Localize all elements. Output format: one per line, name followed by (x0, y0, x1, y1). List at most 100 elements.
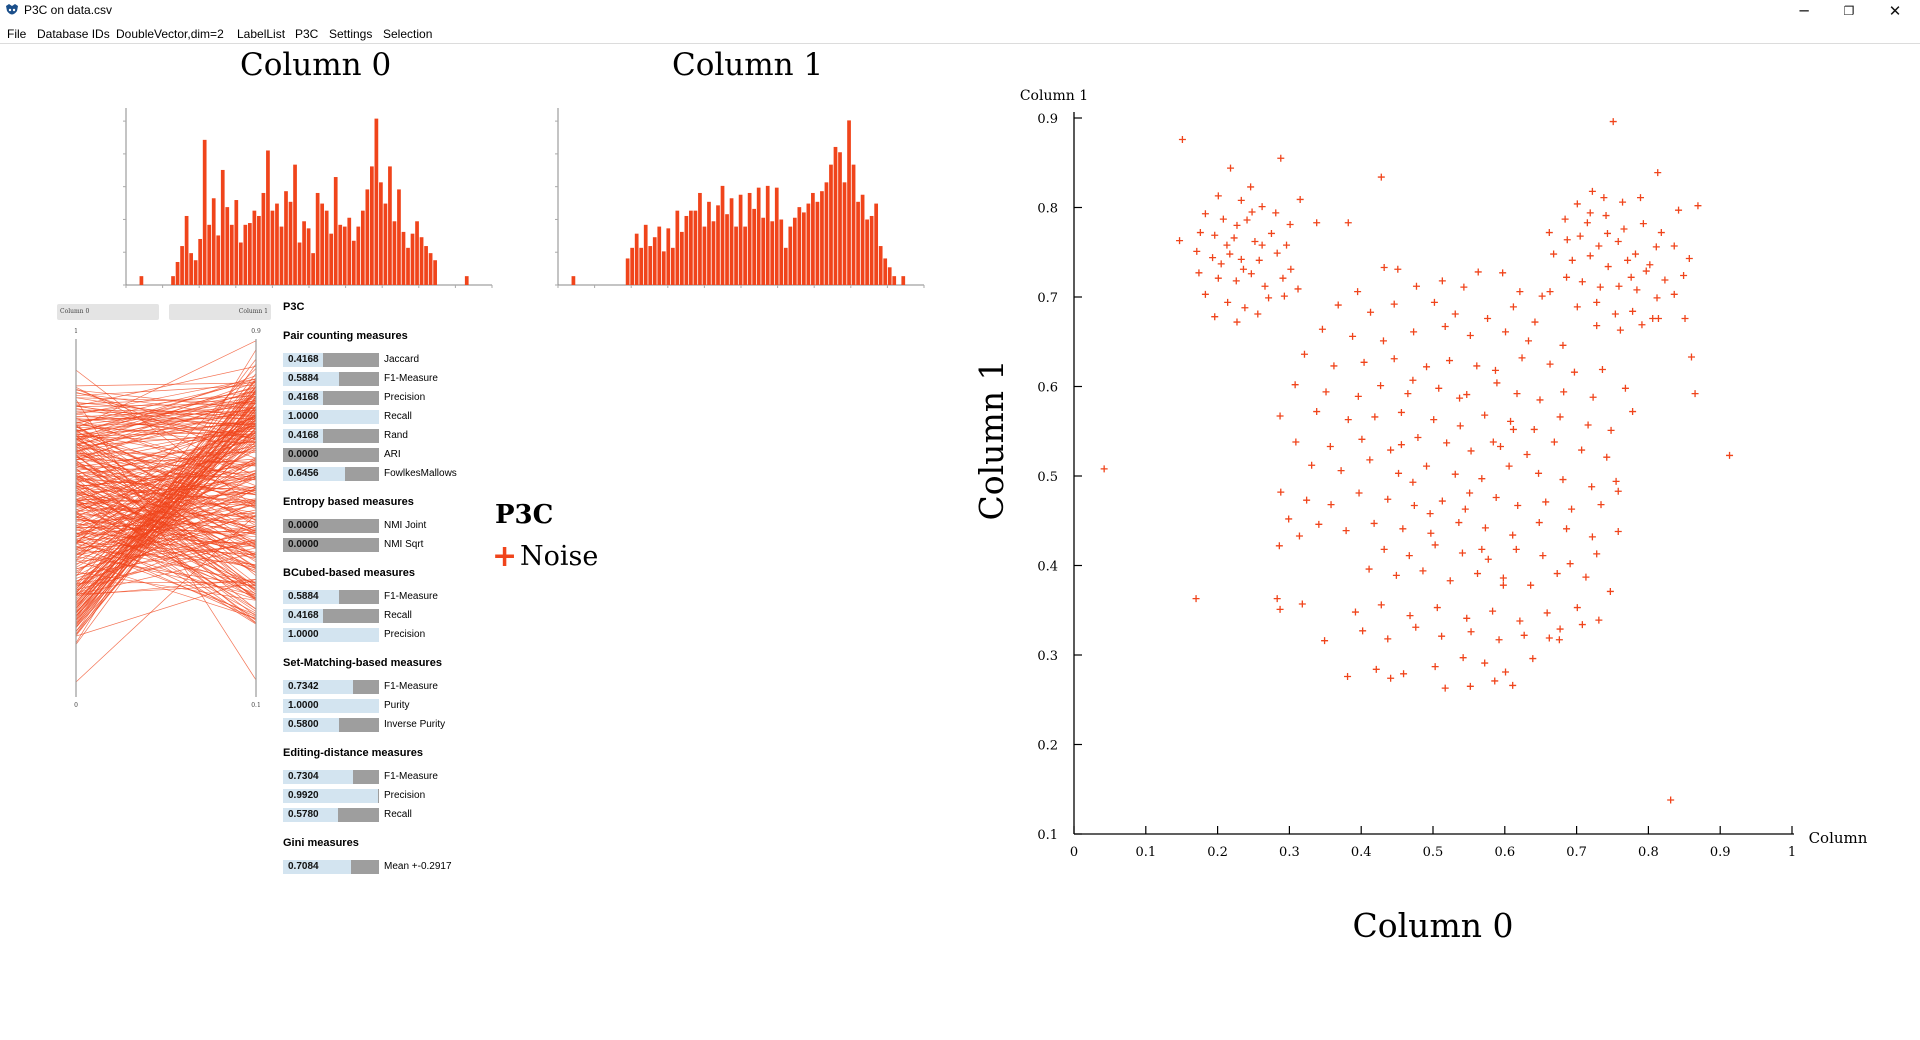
restore-button[interactable]: ❐ (1843, 4, 1855, 18)
scatter-point (1358, 435, 1366, 443)
parallel-line (75, 471, 257, 487)
scatter-point (1507, 417, 1515, 425)
scatter-point (1285, 515, 1293, 523)
parallel-line (75, 436, 257, 558)
scatter-point (1451, 310, 1459, 318)
scatter-point (1559, 341, 1567, 349)
scatter-point (1638, 321, 1646, 329)
scatter-point (1371, 413, 1379, 421)
parallel-axis-tab-column-0[interactable]: Column 0 (57, 304, 159, 320)
scatter-point (1460, 283, 1468, 291)
histogram-bar (684, 215, 689, 285)
histogram-bar (634, 233, 639, 285)
parallel-line (75, 476, 257, 556)
scatter-point (1232, 277, 1240, 285)
minimize-button[interactable]: ─ (1799, 2, 1809, 20)
menu-doublevector[interactable]: DoubleVector,dim=2 (116, 27, 224, 41)
measure-section-heading: Editing-distance measures (283, 747, 423, 759)
parallel-line (75, 455, 257, 568)
scatter-point (1387, 446, 1395, 454)
scatter-point (1578, 278, 1586, 286)
menu-labellist[interactable]: LabelList (237, 27, 286, 41)
scatter-point (1616, 326, 1624, 334)
scatter-point (1685, 255, 1693, 263)
scatter-point (1484, 555, 1492, 563)
scatter-point (1392, 571, 1400, 579)
scatter-point (1603, 453, 1611, 461)
histogram-bar (815, 201, 820, 285)
histogram-bar (820, 191, 824, 285)
parallel-line (75, 437, 257, 479)
scatter-point (1267, 229, 1275, 237)
parallel-coordinates-plot[interactable]: 1 0.9 0 0.1 (60, 325, 270, 710)
histogram-bar (630, 247, 635, 285)
histogram-column-1[interactable] (552, 100, 932, 300)
scatter-point (1433, 604, 1441, 612)
scatter-point (1431, 541, 1439, 549)
scatter-point (1588, 187, 1596, 195)
scatter-point (1481, 524, 1489, 532)
close-button[interactable]: ✕ (1888, 2, 1902, 20)
histogram-bar (657, 226, 662, 285)
scatter-point (1535, 469, 1543, 477)
scatter-point (1550, 250, 1558, 258)
menu-settings[interactable]: Settings (329, 27, 373, 41)
scatter-point (1272, 209, 1280, 217)
measure-bar: 0.5800 (283, 718, 379, 732)
scatter-point (1423, 462, 1431, 470)
scatter-point (1276, 412, 1284, 420)
scatter-point (1438, 497, 1446, 505)
scatter-point (1631, 250, 1639, 258)
scatter-point (1233, 318, 1241, 326)
measure-section-heading: Entropy based measures (283, 496, 414, 508)
parallel-line (75, 418, 257, 437)
scatter-point (1237, 196, 1245, 204)
histogram-bar (779, 219, 784, 285)
histogram-bar (851, 164, 856, 285)
histogram-bar (707, 201, 711, 285)
parallel-line (75, 501, 257, 535)
histogram-bar (901, 276, 906, 285)
scatter-point (1201, 290, 1209, 298)
parallel-line (75, 478, 257, 492)
parallel-line (75, 520, 257, 529)
parallel-axis-min-label: 0.1 (251, 702, 261, 709)
parallel-line (75, 509, 257, 571)
scatter-point (1560, 388, 1568, 396)
histogram-bar (860, 194, 865, 285)
parallel-line (75, 502, 257, 610)
y-tick-label: 0.1 (1037, 828, 1058, 843)
histogram-bar (275, 203, 279, 285)
parallel-axis-tab-column-1[interactable]: Column 1 (169, 304, 271, 320)
parallel-line (75, 482, 257, 570)
menu-p3c[interactable]: P3C (295, 27, 319, 41)
scatter-point (1550, 438, 1558, 446)
parallel-lines (75, 340, 257, 683)
scatter-point (1568, 505, 1576, 513)
legend-noise-marker-icon: + (492, 539, 518, 574)
scatter-point (1687, 353, 1695, 361)
menu-file[interactable]: File (7, 27, 27, 41)
scatter-point (1277, 154, 1285, 162)
scatter-point (1390, 300, 1398, 308)
scatter-point (1291, 381, 1299, 389)
legend-noise-label[interactable]: Noise (520, 541, 599, 572)
scatter-point (1459, 654, 1467, 662)
scatter-point (1313, 408, 1321, 416)
scatter-point (1586, 252, 1594, 260)
scatter-point (1531, 318, 1539, 326)
histogram-bar (347, 217, 352, 285)
scatter-point (1397, 408, 1405, 416)
scatter-point (1529, 655, 1537, 663)
histogram-bar (370, 166, 374, 285)
menu-database-ids[interactable]: Database IDs (37, 27, 110, 41)
y-tick-label: 0.3 (1037, 649, 1058, 664)
scatter-point (1474, 268, 1482, 276)
measure-bar: 1.0000 (283, 410, 379, 424)
histogram-bar (365, 189, 370, 285)
menu-selection[interactable]: Selection (383, 27, 433, 41)
parallel-line (75, 529, 257, 589)
histogram-bar (865, 219, 869, 285)
scatter-plot[interactable]: 0 0.1 0.2 0.3 0.4 0.5 0.6 0.7 0.8 0.9 1 0.1 0.2 0.3 0.… (960, 80, 1920, 960)
histogram-column-0[interactable] (120, 100, 500, 300)
